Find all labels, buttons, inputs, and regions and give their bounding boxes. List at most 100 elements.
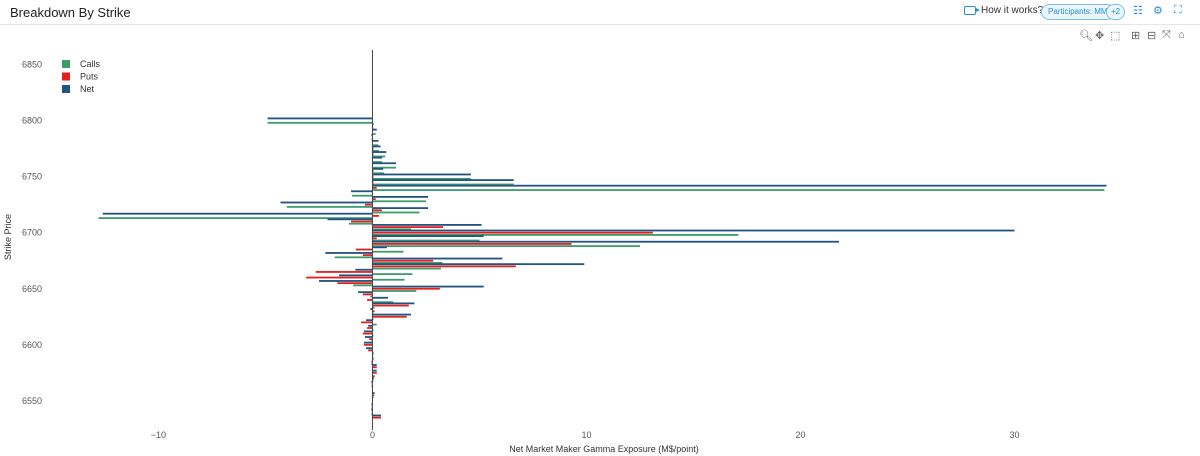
bar-net-6765[interactable] — [372, 156, 383, 159]
bar-net-6770[interactable] — [372, 151, 387, 153]
bar-net-6760[interactable] — [372, 162, 396, 165]
zoom-out-icon[interactable]: ⊟ — [1147, 30, 1157, 42]
bar-calls-6660[interactable] — [372, 278, 405, 281]
more-participants-button[interactable]: +2 — [1106, 4, 1126, 20]
bar-puts-6745[interactable] — [372, 181, 374, 184]
bar-net-6630[interactable] — [370, 308, 373, 310]
how-it-works-link[interactable]: How it works? — [964, 5, 1043, 16]
bar-net-6675[interactable] — [372, 257, 503, 260]
bar-calls-6770[interactable] — [372, 155, 386, 158]
bar-net-6725[interactable] — [280, 201, 373, 204]
bar-puts-6535[interactable] — [372, 416, 382, 419]
bar-calls-6730[interactable] — [372, 200, 426, 203]
bar-net-6645[interactable] — [358, 291, 373, 294]
bar-calls-6625[interactable] — [372, 318, 374, 320]
bar-calls-6680[interactable] — [334, 256, 373, 259]
bar-net-6565[interactable] — [371, 380, 373, 383]
bar-calls-6690[interactable] — [372, 245, 640, 248]
bar-puts-6630[interactable] — [372, 310, 375, 313]
bar-net-6720[interactable] — [372, 207, 429, 209]
zoom-icon[interactable]: 🔍︎ — [1079, 30, 1093, 42]
bar-net-6640[interactable] — [372, 296, 389, 299]
bar-calls-6790[interactable] — [372, 133, 376, 135]
bar-calls-6620[interactable] — [372, 323, 377, 326]
bar-puts-6615[interactable] — [367, 327, 373, 329]
bar-net-6690[interactable] — [372, 240, 840, 243]
bar-net-6700[interactable] — [372, 229, 1015, 232]
bar-net-6800[interactable] — [267, 117, 373, 120]
bar-net-6750[interactable] — [372, 173, 471, 176]
bar-net-6705[interactable] — [372, 224, 482, 226]
zoom-in-icon[interactable]: ⊞ — [1131, 30, 1141, 42]
bar-calls-6635[interactable] — [372, 306, 375, 309]
bar-calls-6765[interactable] — [372, 161, 383, 163]
bar-net-6785[interactable] — [371, 134, 373, 137]
bar-puts-6650[interactable] — [372, 287, 440, 290]
bar-net-6555[interactable] — [372, 392, 375, 394]
bar-calls-6565[interactable] — [371, 385, 373, 388]
gear-icon[interactable]: ⚙ — [1153, 5, 1163, 17]
autoscale-icon[interactable]: ⤧ — [1162, 29, 1171, 41]
bar-calls-6775[interactable] — [372, 149, 379, 152]
bar-calls-6800[interactable] — [267, 121, 373, 124]
bar-calls-6590[interactable] — [372, 357, 374, 360]
bar-calls-6605[interactable] — [371, 340, 373, 343]
bar-puts-6640[interactable] — [367, 299, 373, 301]
bar-puts-6570[interactable] — [372, 377, 375, 380]
bar-puts-6675[interactable] — [372, 259, 434, 262]
bar-net-6730[interactable] — [372, 195, 429, 198]
bar-net-6780[interactable] — [372, 139, 379, 142]
bar-calls-6715[interactable] — [98, 217, 373, 219]
bar-calls-6725[interactable] — [286, 205, 373, 208]
bar-puts-6585[interactable] — [371, 360, 373, 363]
legend-label-calls[interactable]: Calls — [80, 59, 101, 69]
box-select-icon[interactable]: ⬚ — [1110, 30, 1121, 42]
bar-puts-6695[interactable] — [372, 237, 377, 240]
bar-net-6535[interactable] — [372, 414, 382, 417]
bar-puts-6620[interactable] — [361, 321, 373, 324]
home-icon[interactable]: ⌂ — [1178, 29, 1185, 41]
legend-label-net[interactable]: Net — [80, 84, 95, 94]
bar-net-6585[interactable] — [372, 358, 374, 361]
legend-swatch-net[interactable] — [62, 85, 70, 93]
bar-calls-6695[interactable] — [372, 239, 480, 242]
bar-net-6650[interactable] — [372, 285, 484, 288]
bar-net-6575[interactable] — [372, 369, 377, 372]
bar-calls-6760[interactable] — [372, 166, 396, 169]
bar-puts-6710[interactable] — [351, 220, 373, 223]
bar-calls-6785[interactable] — [371, 138, 373, 141]
bar-puts-6685[interactable] — [355, 248, 373, 251]
bar-net-6685[interactable] — [372, 246, 387, 249]
bar-net-6655[interactable] — [318, 280, 373, 282]
bar-puts-6740[interactable] — [372, 186, 377, 189]
pan-icon[interactable]: ✥ — [1095, 30, 1105, 42]
bar-puts-6720[interactable] — [372, 209, 382, 212]
bar-puts-6610[interactable] — [362, 332, 373, 335]
bar-net-6670[interactable] — [372, 263, 585, 266]
bar-calls-6595[interactable] — [372, 351, 374, 354]
bar-puts-6680[interactable] — [362, 254, 373, 257]
bar-calls-6700[interactable] — [372, 234, 739, 236]
bar-puts-6755[interactable] — [372, 170, 374, 172]
bar-calls-6555[interactable] — [372, 396, 374, 399]
bar-calls-6740[interactable] — [372, 189, 1105, 191]
bar-puts-6595[interactable] — [368, 349, 373, 352]
bar-puts-6730[interactable] — [372, 198, 376, 200]
bar-puts-6665[interactable] — [315, 271, 373, 273]
bar-calls-6750[interactable] — [372, 177, 471, 180]
bar-puts-6700[interactable] — [372, 231, 653, 234]
sliders-icon[interactable]: ☷ — [1133, 5, 1143, 17]
bar-puts-6575[interactable] — [372, 371, 377, 374]
bar-net-6600[interactable] — [363, 341, 373, 344]
bar-net-6775[interactable] — [372, 145, 381, 148]
bar-puts-6775[interactable] — [372, 147, 374, 150]
bar-net-6790[interactable] — [372, 128, 377, 131]
bar-net-6660[interactable] — [339, 274, 373, 277]
bar-puts-6655[interactable] — [337, 282, 373, 285]
bar-net-6735[interactable] — [351, 190, 373, 193]
bar-net-6545[interactable] — [371, 403, 373, 406]
bar-puts-6715[interactable] — [372, 214, 379, 217]
expand-icon[interactable]: ⛶ — [1174, 4, 1182, 16]
bar-puts-6600[interactable] — [363, 343, 373, 346]
